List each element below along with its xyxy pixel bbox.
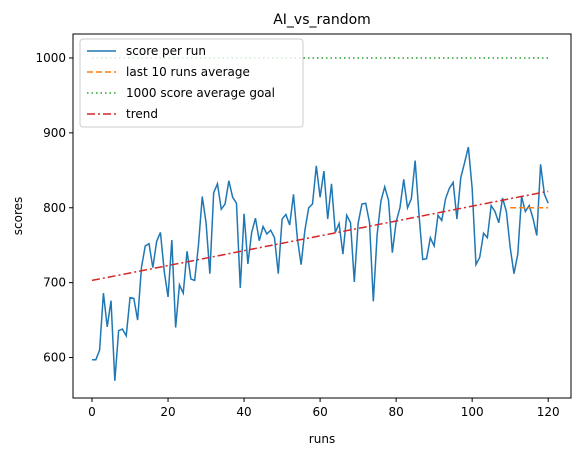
y-tick-label: 900 (43, 126, 66, 140)
legend-label: trend (126, 107, 158, 121)
legend-label: 1000 score average goal (126, 86, 275, 100)
x-tick-label: 100 (461, 405, 484, 419)
x-tick-label: 60 (312, 405, 327, 419)
legend-label: score per run (126, 44, 206, 58)
chart-title: AI_vs_random (273, 12, 371, 28)
x-tick-label: 80 (388, 405, 403, 419)
y-tick-label: 600 (43, 351, 66, 365)
y-tick-label: 700 (43, 276, 66, 290)
x-tick-label: 40 (236, 405, 251, 419)
x-tick-label: 0 (88, 405, 96, 419)
x-tick-label: 120 (537, 405, 560, 419)
x-tick-label: 20 (160, 405, 175, 419)
y-tick-label: 1000 (35, 51, 66, 65)
y-axis-label: scores (11, 197, 25, 236)
legend-label: last 10 runs average (126, 65, 250, 79)
x-axis-label: runs (309, 432, 335, 446)
y-tick-label: 800 (43, 201, 66, 215)
series-line-1 (92, 147, 548, 381)
